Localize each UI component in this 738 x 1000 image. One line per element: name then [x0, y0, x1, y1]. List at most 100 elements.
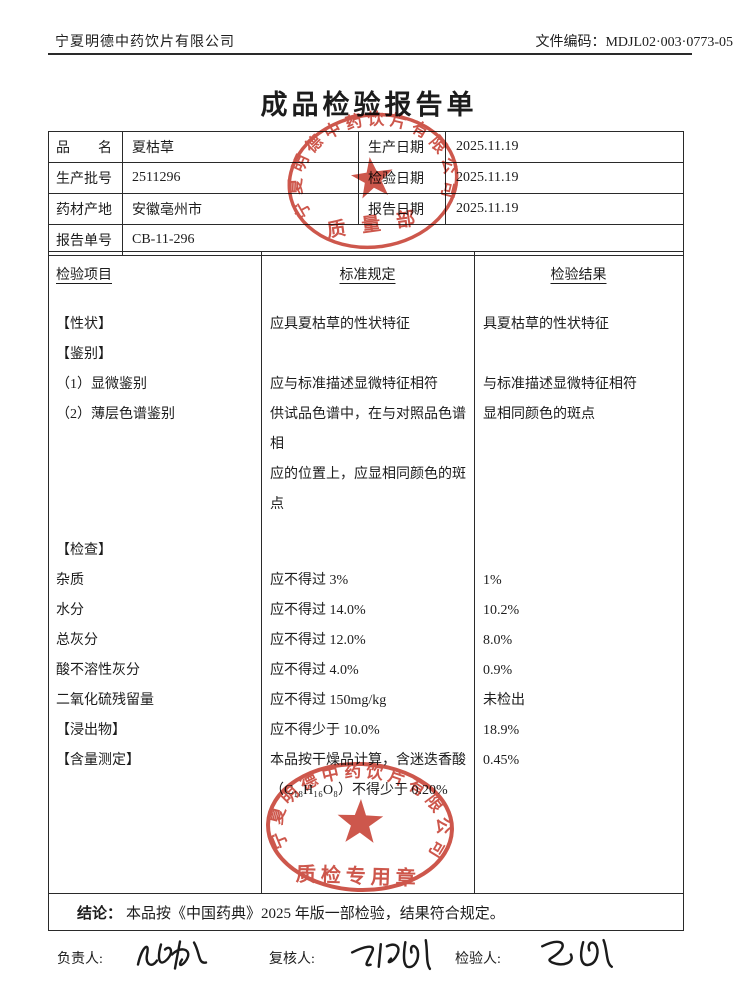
test-row: 水分 应不得过 14.0% 10.2% — [49, 596, 683, 626]
report-date-value: 2025.11.19 — [456, 201, 519, 216]
standard-cell: 应不得过 12.0% — [261, 626, 474, 656]
test-row: 【鉴别】 — [49, 340, 683, 370]
standard-line: 应不得过 4.0% — [270, 663, 359, 678]
inspection-date-value: 2025.11.19 — [456, 170, 519, 185]
conclusion-label: 结论： — [77, 905, 123, 922]
report-title: 成品检验报告单 — [260, 90, 478, 120]
inspection-date-label: 检验日期 — [359, 163, 446, 193]
responsible-person-label: 负责人: — [57, 952, 103, 967]
report-number-label: 报告单号 — [49, 225, 123, 255]
test-row: 【含量测定】 本品按干燥品计算，含迷迭香酸 （C₁₈H₁₆O₈）不得少于 0.20%… — [49, 746, 683, 806]
result-cell: 0.9% — [483, 663, 513, 678]
test-row: 总灰分 应不得过 12.0% 8.0% — [49, 626, 683, 656]
inspector-signature-scribble — [541, 938, 614, 968]
standard-line: 应不得过 3% — [270, 573, 349, 588]
column-divider — [474, 252, 475, 893]
test-table-header: 检验项目 标准规定 检验结果 — [49, 252, 683, 284]
standard-cell: 本品按干燥品计算，含迷迭香酸 （C₁₈H₁₆O₈）不得少于 0.20% — [261, 746, 474, 806]
inspector-label: 检验人: — [455, 952, 501, 967]
result-cell — [474, 340, 683, 370]
production-date-label: 生产日期 — [359, 132, 446, 162]
test-item-cell: 二氧化硫残留量 — [56, 693, 154, 708]
result-cell: 显相同颜色的斑点 — [483, 407, 595, 422]
standard-line: 应具夏枯草的性状特征 — [270, 317, 410, 332]
test-item-cell: 【鉴别】 — [56, 347, 112, 362]
responsible-signature-scribble — [136, 940, 208, 970]
product-name-label: 品 名 — [49, 132, 123, 162]
test-item-cell: 【性状】 — [56, 317, 112, 332]
header-rule — [48, 53, 692, 55]
result-cell: 18.9% — [483, 723, 520, 738]
test-item-cell: 酸不溶性灰分 — [56, 663, 140, 678]
header-result: 检验结果 — [550, 268, 607, 283]
standard-line: 应不得过 14.0% — [270, 603, 366, 618]
reviewer-signature-scribble — [350, 938, 432, 971]
test-row: 【检查】 — [49, 536, 683, 566]
test-item-cell: 杂质 — [56, 573, 84, 588]
standard-line: 应的位置上，应显相同颜色的斑点 — [270, 467, 466, 512]
standard-line: 应不得过 12.0% — [270, 633, 366, 648]
result-cell: 1% — [483, 573, 502, 588]
test-item-cell: 【检查】 — [56, 543, 112, 558]
test-item-cell: 总灰分 — [56, 633, 98, 648]
standard-line: （C₁₈H₁₆O₈）不得少于 0.20% — [270, 783, 448, 798]
test-row: 酸不溶性灰分 应不得过 4.0% 0.9% — [49, 656, 683, 686]
result-cell: 具夏枯草的性状特征 — [483, 317, 609, 332]
info-row-product: 品 名 夏枯草 生产日期 2025.11.19 — [49, 132, 683, 162]
standard-cell: 应不得过 150mg/kg — [261, 686, 474, 716]
conclusion-box: 结论： 本品按《中国药典》2025 年版一部检验，结果符合规定。 — [48, 893, 684, 931]
test-item-cell: 【含量测定】 — [56, 753, 140, 768]
header-standard: 标准规定 — [339, 268, 396, 283]
origin-label: 药材产地 — [49, 194, 123, 224]
standard-cell — [261, 340, 474, 370]
conclusion-text: 本品按《中国药典》2025 年版一部检验，结果符合规定。 — [126, 905, 505, 922]
standard-line: 应不得少于 10.0% — [270, 723, 380, 738]
info-row-batch: 生产批号 2511296 检验日期 2025.11.19 — [49, 162, 683, 193]
test-item-cell: 【浸出物】 — [56, 723, 126, 738]
info-row-origin: 药材产地 安徽亳州市 报告日期 2025.11.19 — [49, 193, 683, 224]
standard-cell: 应不得少于 10.0% — [261, 716, 474, 746]
test-item-cell: （1）显微鉴别 — [56, 377, 147, 392]
batch-number-label: 生产批号 — [49, 163, 123, 193]
standard-cell: 应不得过 14.0% — [261, 596, 474, 626]
result-cell — [474, 536, 683, 566]
result-cell: 8.0% — [483, 633, 513, 648]
report-date-label: 报告日期 — [359, 194, 446, 224]
test-row: 【浸出物】 应不得少于 10.0% 18.9% — [49, 716, 683, 746]
test-row: 【性状】 应具夏枯草的性状特征 具夏枯草的性状特征 — [49, 310, 683, 340]
result-cell: 与标准描述显微特征相符 — [483, 377, 637, 392]
result-cell: 未检出 — [483, 693, 525, 708]
product-name-value: 夏枯草 — [123, 132, 359, 162]
report-number-value: CB-11-296 — [132, 232, 195, 247]
test-item-cell: （2）薄层色谱鉴别 — [56, 407, 175, 422]
company-name: 宁夏明德中药饮片有限公司 — [55, 35, 235, 50]
document-code: 文件编码：MDJL02·003·0773-05 — [535, 35, 733, 50]
test-row: 二氧化硫残留量 应不得过 150mg/kg 未检出 — [49, 686, 683, 716]
standard-line: 本品按干燥品计算，含迷迭香酸 — [270, 753, 466, 768]
standard-line: 应与标准描述显微特征相符 — [270, 377, 438, 392]
result-cell: 10.2% — [483, 603, 520, 618]
standard-cell — [261, 536, 474, 566]
test-row: （2）薄层色谱鉴别 供试品色谱中，在与对照品色谱相 应的位置上，应显相同颜色的斑点显… — [49, 400, 683, 520]
test-table: 检验项目 标准规定 检验结果 【性状】 应具夏枯草的性状特征 具夏枯草的性状特征【鉴… — [48, 251, 684, 894]
test-row: 杂质 应不得过 3% 1% — [49, 566, 683, 596]
standard-cell: 应与标准描述显微特征相符 — [261, 370, 474, 400]
standard-cell: 供试品色谱中，在与对照品色谱相 应的位置上，应显相同颜色的斑点 — [261, 400, 474, 520]
standard-cell: 应不得过 4.0% — [261, 656, 474, 686]
batch-number-value: 2511296 — [123, 163, 359, 193]
info-table: 品 名 夏枯草 生产日期 2025.11.19 生产批号 2511296 检验日… — [48, 131, 684, 256]
column-divider — [261, 252, 262, 893]
test-row: （1）显微鉴别 应与标准描述显微特征相符 与标准描述显微特征相符 — [49, 370, 683, 400]
test-rows: 【性状】 应具夏枯草的性状特征 具夏枯草的性状特征【鉴别】 （1）显微鉴别 应与标准描述… — [49, 310, 683, 806]
test-item-cell: 水分 — [56, 603, 84, 618]
reviewer-label: 复核人: — [269, 952, 315, 967]
standard-line: 应不得过 150mg/kg — [270, 693, 387, 708]
production-date-value: 2025.11.19 — [456, 139, 519, 154]
result-cell: 0.45% — [483, 753, 520, 768]
header-test-item: 检验项目 — [56, 268, 112, 283]
standard-line: 供试品色谱中，在与对照品色谱相 — [270, 407, 466, 452]
standard-cell: 应具夏枯草的性状特征 — [261, 310, 474, 340]
standard-cell: 应不得过 3% — [261, 566, 474, 596]
origin-value: 安徽亳州市 — [123, 194, 359, 224]
